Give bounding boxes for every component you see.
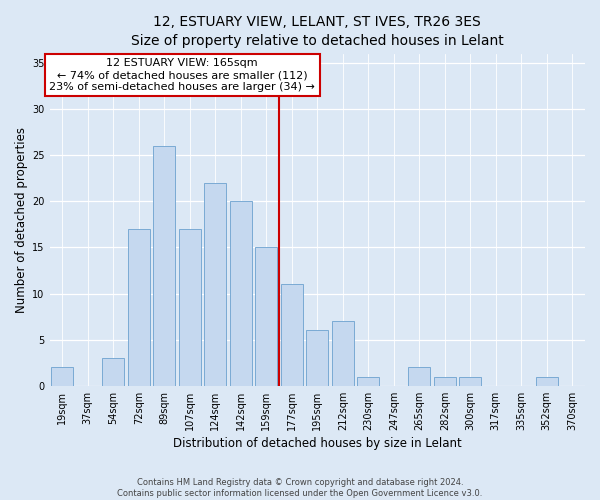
Bar: [230, 202, 251, 386]
Bar: [281, 284, 302, 386]
Text: Contains HM Land Registry data © Crown copyright and database right 2024.
Contai: Contains HM Land Registry data © Crown c…: [118, 478, 482, 498]
Bar: [205, 183, 226, 386]
Bar: [460, 376, 481, 386]
Bar: [154, 146, 175, 386]
Bar: [128, 229, 149, 386]
Bar: [409, 368, 430, 386]
Bar: [332, 322, 353, 386]
Bar: [434, 376, 455, 386]
Bar: [307, 330, 328, 386]
Text: 12 ESTUARY VIEW: 165sqm
← 74% of detached houses are smaller (112)
23% of semi-d: 12 ESTUARY VIEW: 165sqm ← 74% of detache…: [49, 58, 315, 92]
Bar: [358, 376, 379, 386]
Bar: [103, 358, 124, 386]
Title: 12, ESTUARY VIEW, LELANT, ST IVES, TR26 3ES
Size of property relative to detache: 12, ESTUARY VIEW, LELANT, ST IVES, TR26 …: [131, 15, 503, 48]
Bar: [256, 248, 277, 386]
Y-axis label: Number of detached properties: Number of detached properties: [15, 127, 28, 313]
Bar: [536, 376, 557, 386]
Bar: [52, 368, 73, 386]
Bar: [179, 229, 200, 386]
X-axis label: Distribution of detached houses by size in Lelant: Distribution of detached houses by size …: [173, 437, 461, 450]
